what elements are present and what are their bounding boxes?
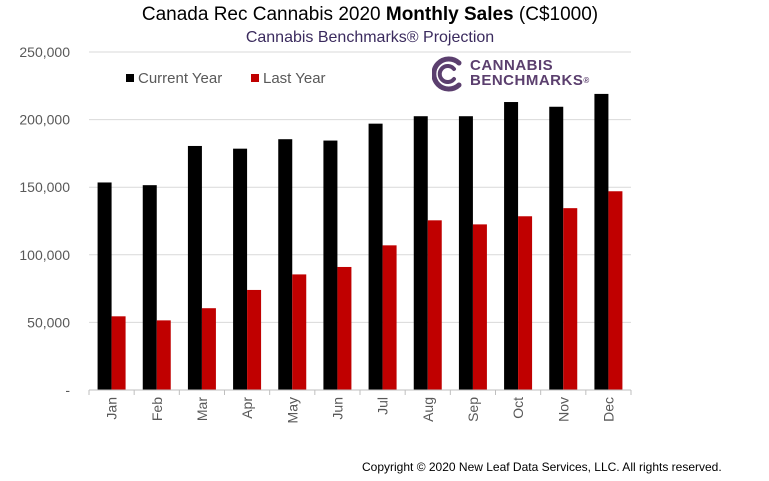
legend-swatch-last-year bbox=[251, 74, 259, 82]
y-tick-label: 100,000 bbox=[19, 247, 70, 263]
title-bold: Monthly Sales bbox=[385, 4, 514, 25]
y-tick-label: 150,000 bbox=[19, 179, 70, 195]
logo-trademark: ® bbox=[583, 76, 590, 85]
bar-current-year-mar bbox=[187, 145, 202, 390]
legend-label-current-year: Current Year bbox=[138, 70, 222, 87]
bar-last-year-jun bbox=[337, 266, 352, 390]
bar-last-year-aug bbox=[427, 220, 442, 390]
y-tick-label: 200,000 bbox=[19, 112, 70, 128]
x-tick-label-may: May bbox=[284, 397, 300, 423]
legend-swatch-current-year bbox=[126, 74, 134, 82]
y-tick-label: 50,000 bbox=[27, 314, 70, 330]
bar-current-year-sep bbox=[458, 116, 473, 390]
bars bbox=[97, 93, 623, 391]
bar-last-year-feb bbox=[156, 320, 171, 390]
bar-last-year-may bbox=[292, 274, 307, 390]
bar-current-year-jun bbox=[323, 140, 338, 390]
x-tick-label-jun: Jun bbox=[329, 397, 345, 420]
title-unit: (C$1000) bbox=[518, 4, 599, 25]
y-tick-label: - bbox=[65, 382, 70, 398]
y-tick-label: 250,000 bbox=[19, 44, 70, 60]
bar-current-year-jul bbox=[368, 123, 383, 390]
x-axis-ticks: Jan Feb Mar Apr May Jun Jul Aug Sep Oct Nov Dec bbox=[104, 397, 617, 424]
copyright-notice: Copyright © 2020 New Leaf Data Services,… bbox=[362, 460, 722, 474]
bar-current-year-jan bbox=[97, 182, 112, 390]
x-tick-label-jul: Jul bbox=[375, 397, 391, 415]
logo-line2: BENCHMARKS® bbox=[470, 73, 590, 88]
bar-current-year-dec bbox=[594, 93, 609, 391]
logo-line1: CANNABIS bbox=[470, 57, 554, 74]
title-regular: Canada Rec Cannabis 2020 bbox=[141, 4, 381, 25]
bar-last-year-jan bbox=[111, 316, 126, 390]
x-tick-label-nov: Nov bbox=[555, 397, 571, 422]
bar-current-year-apr bbox=[233, 148, 248, 390]
bar-last-year-jul bbox=[382, 245, 397, 390]
bar-last-year-dec bbox=[608, 191, 623, 390]
bar-last-year-oct bbox=[518, 216, 533, 390]
bar-current-year-nov bbox=[549, 106, 564, 391]
x-tick-label-jan: Jan bbox=[104, 397, 120, 420]
bar-current-year-oct bbox=[504, 102, 519, 391]
cannabis-benchmarks-logo: CANNABIS BENCHMARKS® bbox=[432, 54, 592, 94]
gridlines bbox=[89, 51, 631, 323]
chart-subtitle: Cannabis Benchmarks® Projection bbox=[245, 29, 495, 46]
x-tick-label-dec: Dec bbox=[600, 397, 616, 422]
bar-last-year-apr bbox=[247, 289, 262, 390]
bar-current-year-aug bbox=[413, 116, 428, 390]
x-axis bbox=[88, 389, 632, 395]
logo-line2-text: BENCHMARKS bbox=[470, 72, 584, 89]
chart-title: Canada Rec Cannabis 2020 Monthly Sales (… bbox=[0, 4, 740, 26]
x-tick-label-sep: Sep bbox=[465, 397, 481, 422]
x-tick-label-feb: Feb bbox=[149, 397, 165, 421]
legend-label-last-year: Last Year bbox=[263, 70, 326, 87]
bar-current-year-may bbox=[278, 139, 293, 390]
x-tick-label-apr: Apr bbox=[239, 397, 255, 419]
bar-last-year-mar bbox=[201, 308, 216, 390]
cannabis-benchmarks-logo-icon bbox=[432, 56, 462, 92]
x-tick-label-oct: Oct bbox=[510, 397, 526, 419]
bar-last-year-nov bbox=[563, 208, 578, 390]
y-axis-ticks: - 50,000 100,000 150,000 200,000 250,000 bbox=[19, 44, 70, 398]
bar-current-year-feb bbox=[142, 185, 157, 390]
legend: Current Year Last Year bbox=[126, 70, 326, 87]
x-tick-label-aug: Aug bbox=[420, 397, 436, 422]
x-tick-label-mar: Mar bbox=[194, 397, 210, 421]
bar-last-year-sep bbox=[472, 224, 487, 390]
